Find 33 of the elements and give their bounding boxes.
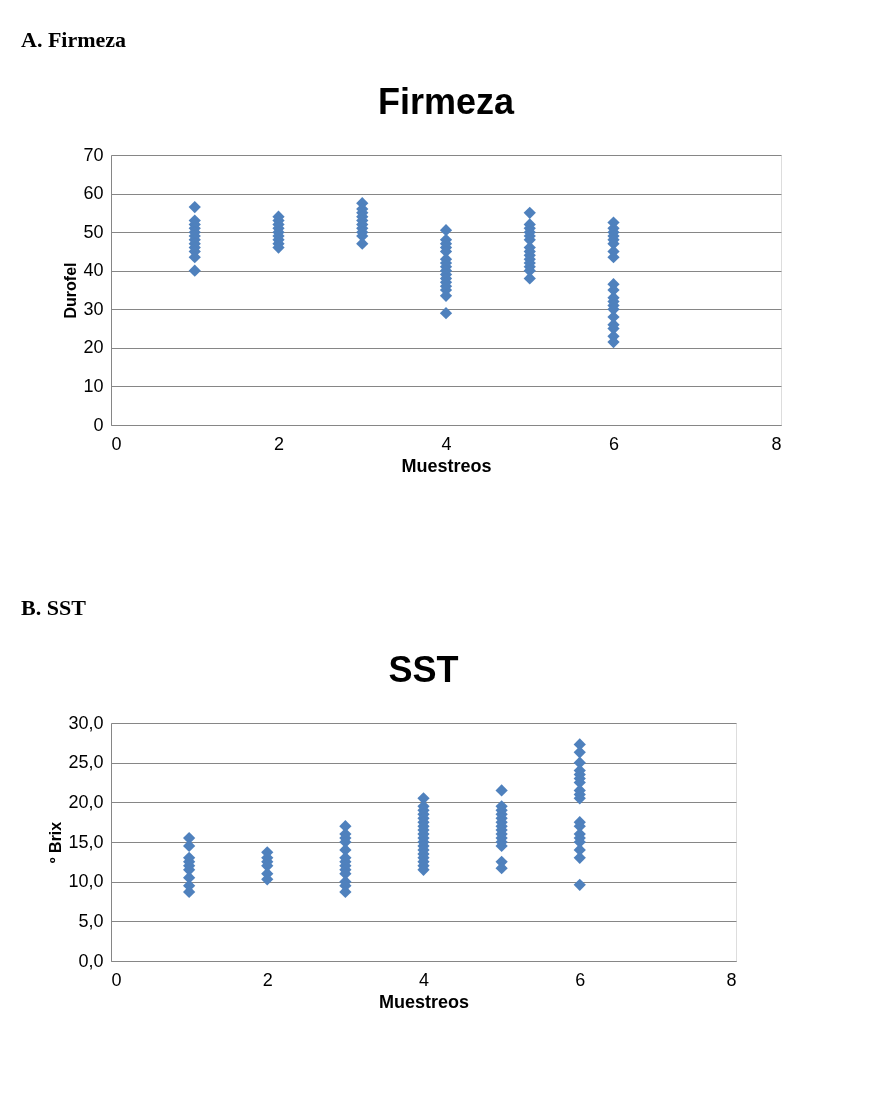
- y-tick-label: 0,0: [78, 950, 104, 971]
- x-tick-label: 2: [262, 969, 273, 990]
- y-tick-label: 5,0: [78, 910, 104, 931]
- y-tick-label: 10: [83, 375, 104, 396]
- x-axis-title: Muestreos: [401, 455, 492, 476]
- x-axis-title: Muestreos: [378, 991, 470, 1012]
- x-tick-label: 6: [608, 433, 620, 454]
- x-tick-label: 8: [771, 433, 782, 454]
- y-tick-label: 25,0: [68, 752, 104, 773]
- x-tick-label: 4: [441, 433, 452, 454]
- y-tick-label: 10,0: [68, 871, 104, 892]
- y-tick-label: 60: [83, 183, 104, 204]
- chart-title: Firmeza: [377, 81, 515, 122]
- x-tick-label: 0: [111, 433, 122, 454]
- x-tick-label: 0: [111, 969, 122, 990]
- y-tick-label: 50: [83, 221, 104, 242]
- y-tick-label: 15,0: [68, 831, 104, 852]
- chart-title: SST: [388, 649, 459, 690]
- text: B. SST: [21, 595, 87, 620]
- y-axis-title: Durofel: [62, 262, 80, 319]
- x-tick-label: 8: [726, 969, 737, 990]
- x-tick-label: 6: [575, 969, 586, 990]
- y-tick-label: 20,0: [68, 791, 104, 812]
- y-tick-label: 30,0: [68, 712, 104, 733]
- y-tick-label: 0: [93, 414, 104, 435]
- y-tick-label: 70: [83, 144, 104, 165]
- y-tick-label: 20: [83, 337, 104, 358]
- text: A. Firmeza: [21, 27, 127, 52]
- x-tick-label: 2: [273, 433, 285, 454]
- y-tick-label: 30: [83, 298, 104, 319]
- y-tick-label: 40: [83, 260, 104, 281]
- y-axis-title: º Brix: [47, 821, 65, 864]
- x-tick-label: 4: [418, 969, 430, 990]
